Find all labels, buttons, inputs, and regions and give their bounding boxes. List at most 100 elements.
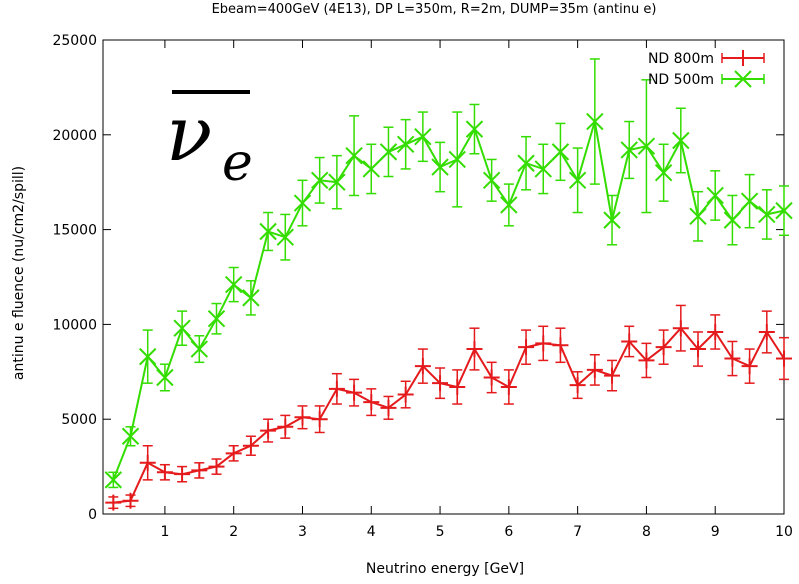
data-point	[363, 388, 380, 417]
data-point	[552, 327, 569, 364]
marker-stroke	[723, 211, 742, 229]
plot-frame	[102, 39, 785, 515]
marker-stroke	[345, 146, 363, 165]
marker-stroke	[603, 211, 621, 229]
data-point	[517, 135, 535, 191]
marker-stroke	[448, 150, 466, 169]
data-point	[690, 331, 707, 367]
data-point	[568, 147, 587, 214]
marker-stroke	[328, 173, 346, 191]
marker-stroke	[758, 205, 776, 224]
data-point	[482, 158, 501, 202]
data-point	[139, 329, 157, 384]
marker-stroke	[654, 164, 673, 182]
y-tick-label: 5000	[61, 412, 97, 428]
marker-stroke	[620, 141, 638, 159]
data-point	[483, 361, 500, 394]
data-point	[208, 458, 225, 475]
data-point	[707, 314, 724, 350]
data-point	[551, 122, 570, 182]
legend-label: ND 800m	[648, 51, 714, 67]
marker-stroke	[534, 160, 552, 178]
data-point	[775, 185, 793, 237]
data-point	[224, 266, 243, 303]
data-point	[242, 435, 259, 456]
data-point	[449, 369, 466, 405]
marker-stroke	[734, 70, 752, 88]
data-point	[776, 336, 792, 381]
x-axis-label: Neutrino energy [GeV]	[366, 561, 524, 577]
data-point	[121, 426, 140, 447]
neutrino-symbol-annotation: ν e	[166, 89, 253, 193]
data-point	[173, 310, 191, 347]
series-layer	[104, 58, 793, 511]
marker-stroke	[568, 171, 587, 190]
data-point	[604, 359, 621, 392]
marker-stroke	[362, 160, 380, 178]
data-point	[276, 213, 294, 261]
marker-stroke	[156, 368, 174, 387]
marker-stroke	[775, 201, 793, 220]
data-point	[569, 371, 586, 400]
data-point	[346, 378, 363, 407]
data-point	[260, 418, 277, 443]
data-point	[620, 120, 638, 180]
data-point	[328, 154, 346, 210]
data-point	[723, 194, 742, 246]
marker-stroke	[190, 340, 209, 358]
data-point	[293, 179, 312, 227]
data-point	[380, 395, 397, 420]
x-tick-label: 3	[298, 524, 307, 540]
data-point	[104, 471, 123, 489]
y-tick-label: 25000	[52, 33, 97, 49]
nu-symbol: ν	[166, 89, 212, 178]
marker-stroke	[121, 427, 140, 445]
marker-stroke	[706, 186, 724, 205]
x-tick-label: 4	[367, 524, 376, 540]
data-point	[638, 342, 655, 379]
marker-stroke	[173, 319, 191, 337]
x-tick-label: 6	[504, 524, 513, 540]
data-point	[448, 111, 466, 208]
x-tick-label: 5	[436, 524, 445, 540]
data-point	[191, 462, 208, 479]
x-tick-label: 2	[229, 524, 238, 540]
legend-label: ND 500m	[648, 72, 714, 88]
x-tick-label: 9	[711, 524, 720, 540]
data-point	[139, 444, 156, 481]
data-point	[535, 325, 552, 362]
legend: ND 800m ND 500m	[648, 50, 765, 88]
data-point	[362, 143, 380, 195]
data-point	[414, 111, 432, 163]
marker-stroke	[637, 137, 656, 155]
data-point	[259, 211, 277, 252]
data-point	[396, 118, 415, 170]
data-point	[328, 372, 345, 405]
marker-stroke	[139, 347, 157, 366]
data-point	[586, 58, 604, 185]
marker-stroke	[224, 275, 243, 294]
data-point	[689, 190, 707, 242]
marker-stroke	[465, 120, 484, 138]
data-point	[706, 170, 724, 221]
data-point	[379, 126, 398, 178]
data-point	[654, 143, 673, 202]
marker-stroke	[517, 154, 535, 172]
marker-stroke	[242, 289, 260, 307]
x-tick-label: 7	[573, 524, 582, 540]
marker-stroke	[431, 158, 449, 176]
data-point	[432, 367, 449, 400]
marker-stroke	[672, 131, 690, 150]
marker-stroke	[551, 143, 570, 161]
data-point	[310, 156, 329, 204]
marker-stroke	[740, 192, 759, 210]
data-point	[500, 369, 517, 405]
marker-stroke	[276, 228, 294, 246]
data-point	[758, 310, 775, 354]
x-tick-label: 8	[642, 524, 651, 540]
data-point	[156, 463, 173, 481]
data-point	[397, 380, 414, 409]
marker-stroke	[689, 207, 707, 226]
x-tick-label: 1	[160, 524, 169, 540]
